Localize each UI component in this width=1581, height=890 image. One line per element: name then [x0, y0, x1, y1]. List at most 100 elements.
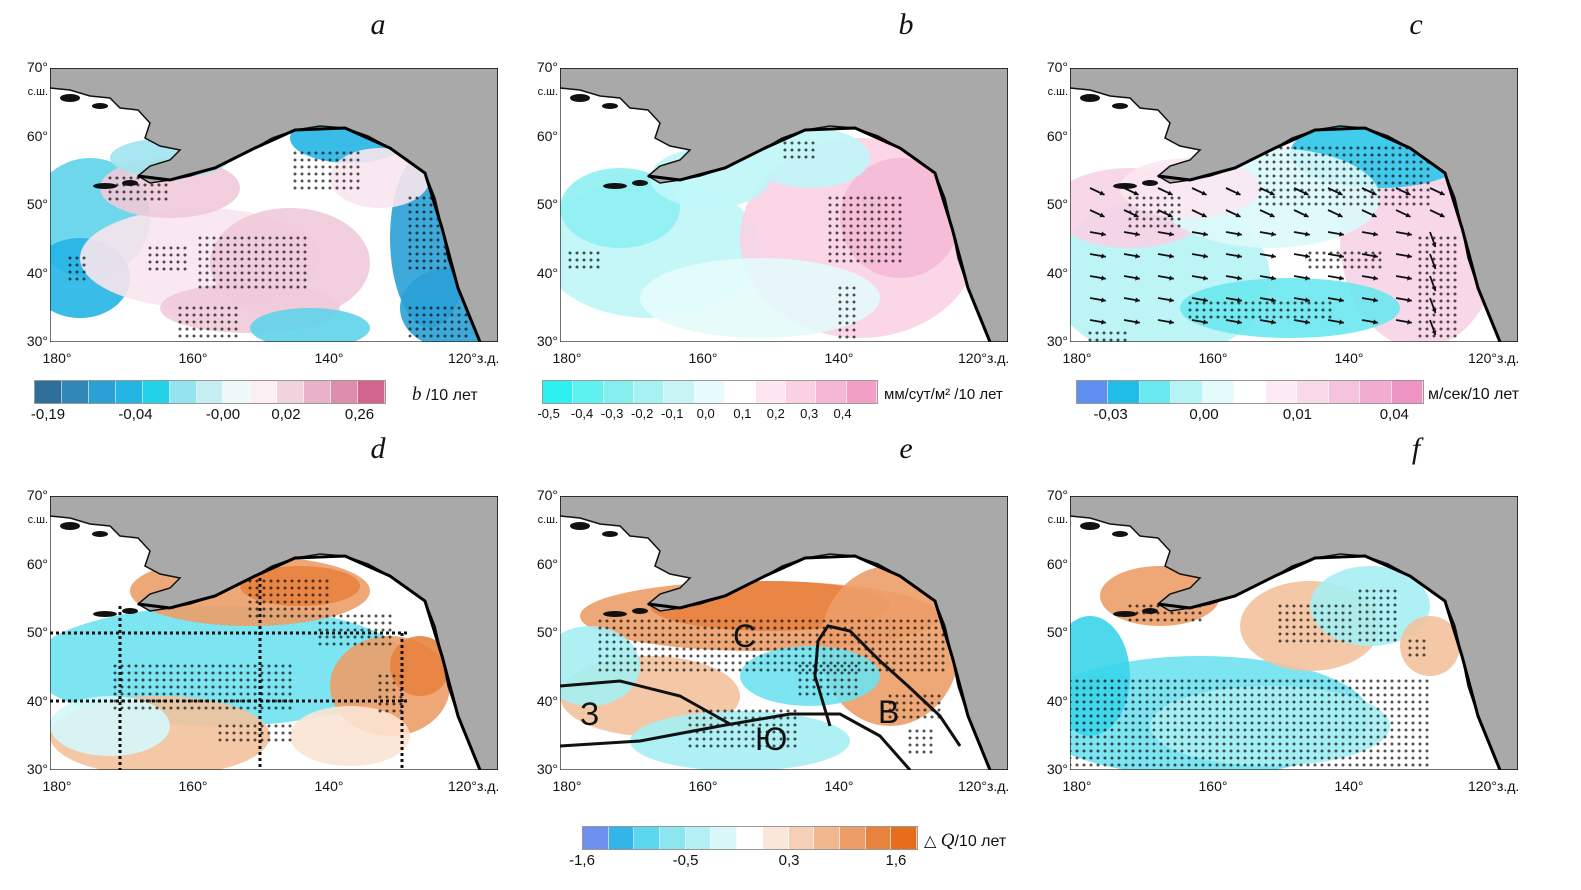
colorbar-e-unit: △ Q/10 лет — [924, 830, 1007, 851]
colorbar-swatch — [223, 381, 251, 403]
colorbar-tick-b: 0,4 — [833, 406, 852, 421]
colorbar-swatch — [1360, 381, 1392, 403]
lon-label-last: 120°з.д. — [958, 350, 1010, 366]
colorbar-swatch — [608, 827, 635, 849]
lat-label: 70° — [536, 59, 558, 75]
colorbar-swatch — [839, 827, 866, 849]
lon-label: 160° — [178, 778, 208, 794]
lat-label: 50° — [536, 196, 558, 212]
panel-letter-c: c — [1409, 8, 1423, 41]
lon-label: 160° — [688, 350, 718, 366]
colorbar-b-unit: мм/сут/м² /10 лет — [884, 386, 1003, 403]
colorbar-swatch — [35, 381, 62, 403]
lon-label-last: 120°з.д. — [1468, 778, 1520, 794]
colorbar-swatch — [788, 827, 815, 849]
map-panel-c — [1070, 68, 1518, 342]
colorbar-swatch — [711, 827, 738, 849]
colorbar-tick-b: 0,0 — [696, 406, 715, 421]
colorbar-swatch — [660, 827, 686, 849]
lat-label: 60° — [1046, 127, 1068, 144]
lat-label: 40° — [26, 264, 48, 281]
colorbar-swatch — [169, 381, 197, 403]
lon-label: 160° — [1198, 778, 1228, 794]
colorbar-swatch — [1202, 381, 1235, 403]
colorbar-tick-a: 0,26 — [344, 406, 375, 423]
lat-label: 60° — [1046, 555, 1068, 572]
colorbar-swatch — [755, 381, 786, 403]
colorbar-swatch — [1077, 381, 1109, 403]
panel-letter-f: f — [1411, 432, 1421, 465]
lon-label: 140° — [1334, 350, 1364, 366]
colorbar-swatch — [1139, 381, 1172, 403]
colorbar-swatch — [865, 827, 892, 849]
colorbar-swatch — [1265, 381, 1298, 403]
lon-label: 180° — [1062, 350, 1092, 366]
colorbar-tick-e: 0,3 — [778, 852, 800, 869]
map-panel-a — [50, 68, 498, 342]
colorbar-swatch — [634, 827, 661, 849]
lon-label: 160° — [1198, 350, 1228, 366]
colorbar-swatch — [603, 381, 635, 403]
colorbar-e-swatches — [582, 826, 918, 850]
colorbar-swatch — [694, 381, 726, 403]
lat-label: 30° — [536, 761, 558, 777]
lat-label: 30° — [536, 333, 558, 349]
colorbar-swatch — [634, 381, 665, 403]
lat-label: 60° — [536, 127, 558, 144]
lat-label: 30° — [1046, 761, 1068, 777]
lon-label: 180° — [552, 350, 582, 366]
colorbar-swatch — [891, 827, 917, 849]
colorbar-tick-a: -0,19 — [30, 406, 66, 423]
lon-label: 140° — [824, 778, 854, 794]
lat-label: 30° — [26, 333, 48, 349]
lat-label: 40° — [1046, 264, 1068, 281]
colorbar-swatch — [358, 381, 385, 403]
colorbar-swatch — [142, 381, 170, 403]
colorbar-tick-b: 0,1 — [733, 406, 752, 421]
panel-letter-e: e — [899, 432, 913, 465]
region-label-west: З — [580, 696, 600, 732]
colorbar-tick-c: 0,00 — [1189, 406, 1219, 423]
colorbar-tick-c: 0,04 — [1379, 406, 1409, 423]
lon-label-last: 120°з.д. — [448, 350, 500, 366]
lon-label: 160° — [178, 350, 208, 366]
colorbar-tick-b: -0,2 — [630, 406, 654, 421]
colorbar-swatch — [1391, 381, 1423, 403]
colorbar-tick-c: -0,03 — [1093, 406, 1128, 423]
lon-label: 140° — [1334, 778, 1364, 794]
colorbar-tick-b: 0,3 — [800, 406, 819, 421]
colorbar-tick-a: -0,04 — [118, 406, 153, 423]
lon-label: 180° — [1062, 778, 1092, 794]
colorbar-swatch — [1297, 381, 1329, 403]
lon-label: 140° — [314, 350, 344, 366]
colorbar-swatch — [250, 381, 278, 403]
lat-unit: с.ш. — [1047, 86, 1068, 98]
colorbar-b-swatches — [542, 380, 878, 404]
lat-label: 70° — [26, 487, 48, 503]
panel-letter-a: a — [370, 8, 386, 41]
colorbar-a-unit: b /10 лет — [412, 384, 478, 405]
map-panel-e — [560, 496, 1008, 770]
colorbar-tick-e: -1,6 — [569, 852, 595, 869]
lat-unit: с.ш. — [537, 86, 558, 98]
colorbar-swatch — [846, 381, 877, 403]
colorbar-tick-a: 0,02 — [271, 406, 301, 423]
colorbar-tick-b: -0,4 — [570, 406, 594, 421]
lat-unit: с.ш. — [537, 514, 558, 526]
colorbar-c-unit: м/сек/10 лет — [1428, 386, 1520, 403]
lon-label: 180° — [42, 778, 72, 794]
colorbar-swatch — [573, 381, 604, 403]
colorbar-swatch — [115, 381, 143, 403]
region-label-south: Ю — [755, 721, 788, 757]
lat-label: 40° — [26, 692, 48, 709]
colorbar-swatch — [61, 381, 89, 403]
colorbar-swatch — [737, 827, 763, 849]
colorbar-swatch — [1234, 381, 1266, 403]
lon-label-last: 120°з.д. — [1468, 350, 1520, 366]
lat-label: 50° — [1046, 196, 1068, 212]
colorbar-a-swatches — [34, 380, 386, 404]
colorbar-swatch — [664, 381, 695, 403]
colorbar-tick-b: -0,3 — [600, 406, 624, 421]
lat-label: 30° — [26, 761, 48, 777]
colorbar-tick-e: -0,5 — [672, 852, 699, 869]
